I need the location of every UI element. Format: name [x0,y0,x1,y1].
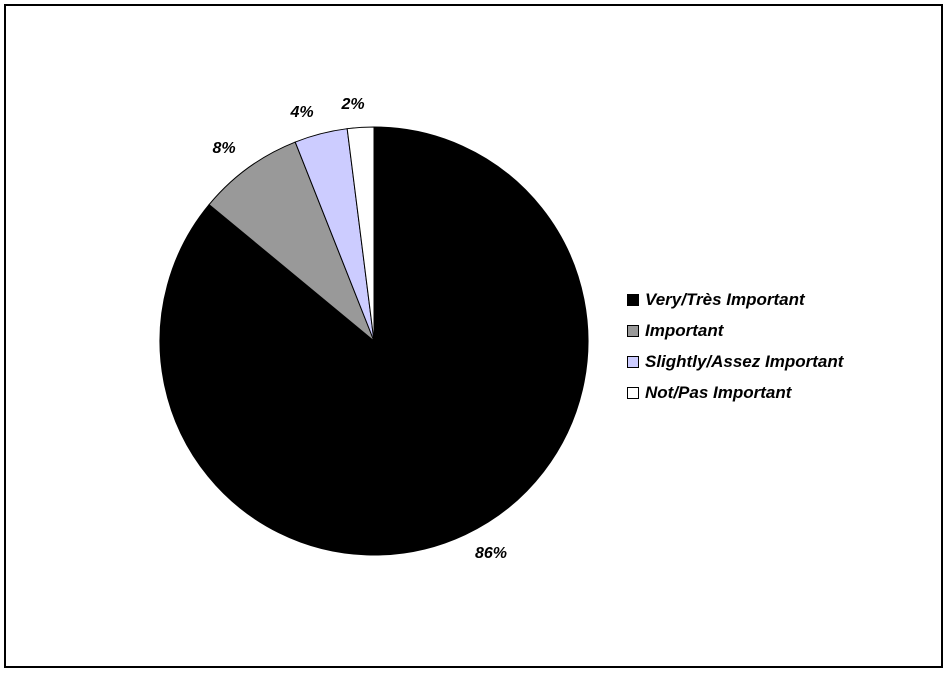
legend-swatch [627,324,639,337]
legend-swatch [627,293,639,306]
slice-value-label: 86% [475,545,507,562]
legend-item: Not/Pas Important [627,377,843,408]
slice-value-label: 4% [289,104,313,121]
legend-item: Very/Très Important [627,284,843,315]
pie-slice [346,126,375,342]
legend-label: Important [645,320,724,340]
slice-value-label: 2% [340,96,364,113]
legend-item: Slightly/Assez Important [627,346,843,377]
pie-slice [208,141,375,342]
slice-value-label: 8% [212,140,235,157]
legend-label: Slightly/Assez Important [645,351,844,371]
legend-item: Important [627,315,843,346]
pie-chart: 86% 8% 4% 2% [159,96,589,562]
legend-swatch [627,355,639,368]
legend-label: Very/Très Important [645,289,805,309]
legend: Very/Très Important Important Slightly/Ass… [627,284,843,408]
chart-frame: 86% 8% 4% 2% Very/Très Important Important Sl… [4,4,943,668]
legend-swatch [627,386,639,399]
legend-label: Not/Pas Important [645,382,792,402]
